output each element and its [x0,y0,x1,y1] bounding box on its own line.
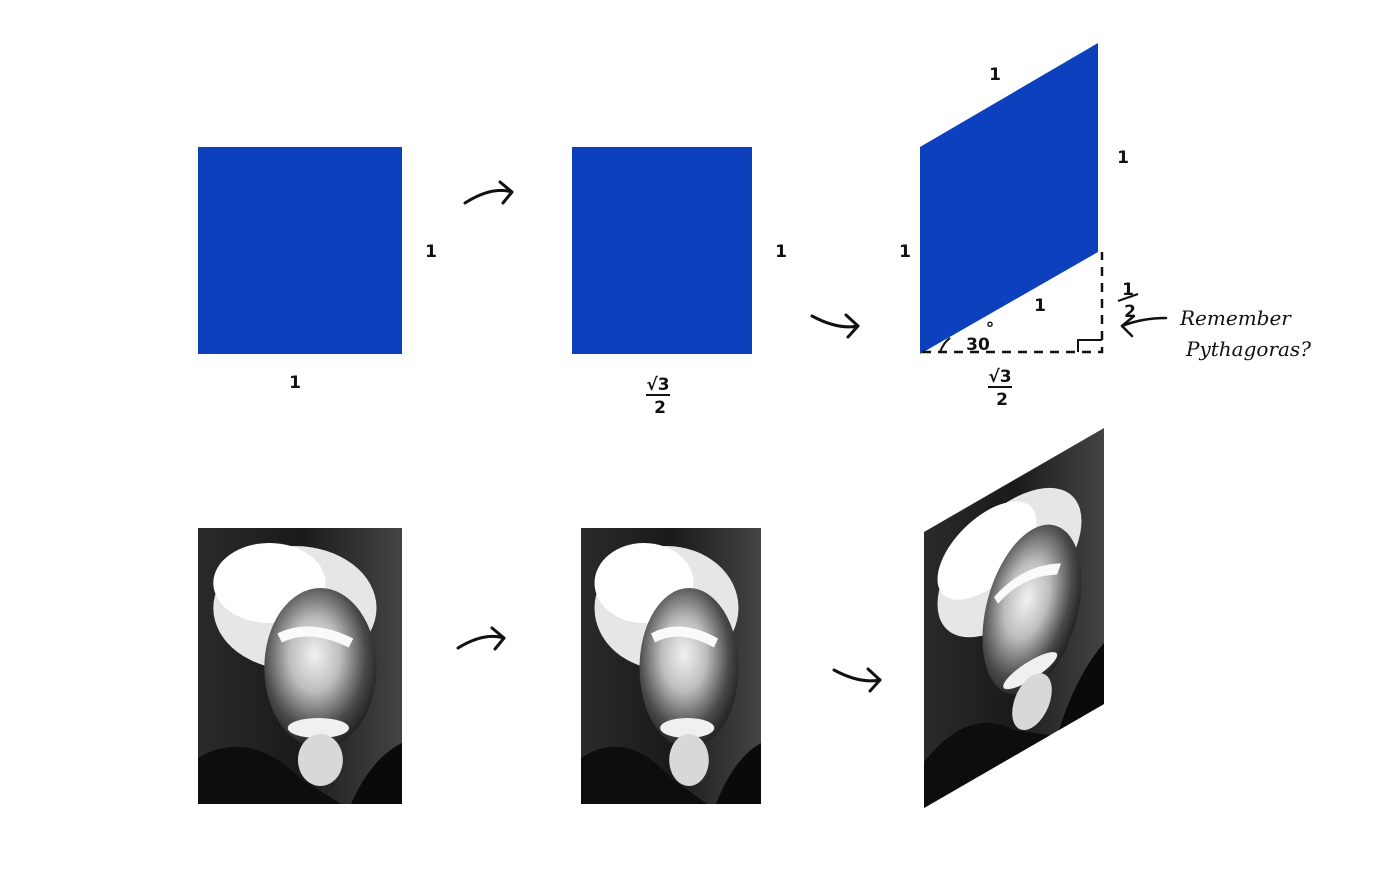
parallelogram-left-label: 1 [899,242,911,262]
portrait-original [198,528,402,804]
height-half-fraction-bar [1117,293,1139,302]
rectangle-height-label: 1 [775,242,787,262]
square-height-label: 1 [425,242,437,262]
note-pointer-head-icon [1120,314,1136,338]
rectangle-width-denominator: 2 [654,398,666,418]
arrow-2-icon [810,314,860,329]
unit-square [198,147,402,354]
base-denominator: 2 [996,390,1008,410]
sheared-parallelogram [920,43,1098,354]
base-numerator: √3 [988,367,1011,387]
arrow-3-icon [456,634,506,650]
dashed-triangle [922,252,1104,354]
note-line-2: Pythagoras? [1185,337,1311,361]
arrowhead-1-icon [498,180,514,205]
arrowhead-2-icon [844,313,860,339]
arrowhead-3-icon [490,626,506,651]
angle-label: 30 [966,335,990,355]
height-half-numerator: 1 [1122,280,1134,300]
right-angle-marker [1077,339,1102,352]
compressed-rectangle [572,147,752,354]
parallelogram-bottom-label: 1 [1034,296,1046,316]
height-half-denominator: 2 [1124,302,1136,322]
portrait-compressed [581,528,761,804]
square-width-label: 1 [289,373,301,393]
angle-degree-symbol: ° [986,319,995,339]
portrait-sheared [924,428,1104,808]
arrow-4-icon [832,668,882,683]
angle-arc [939,337,951,353]
note-line-1: Remember [1179,306,1292,330]
rectangle-width-numerator: √3 [646,375,669,395]
arrowhead-4-icon [866,667,882,693]
parallelogram-top-label: 1 [989,65,1001,85]
arrow-1-icon [463,188,514,205]
parallelogram-right-label: 1 [1117,148,1129,168]
